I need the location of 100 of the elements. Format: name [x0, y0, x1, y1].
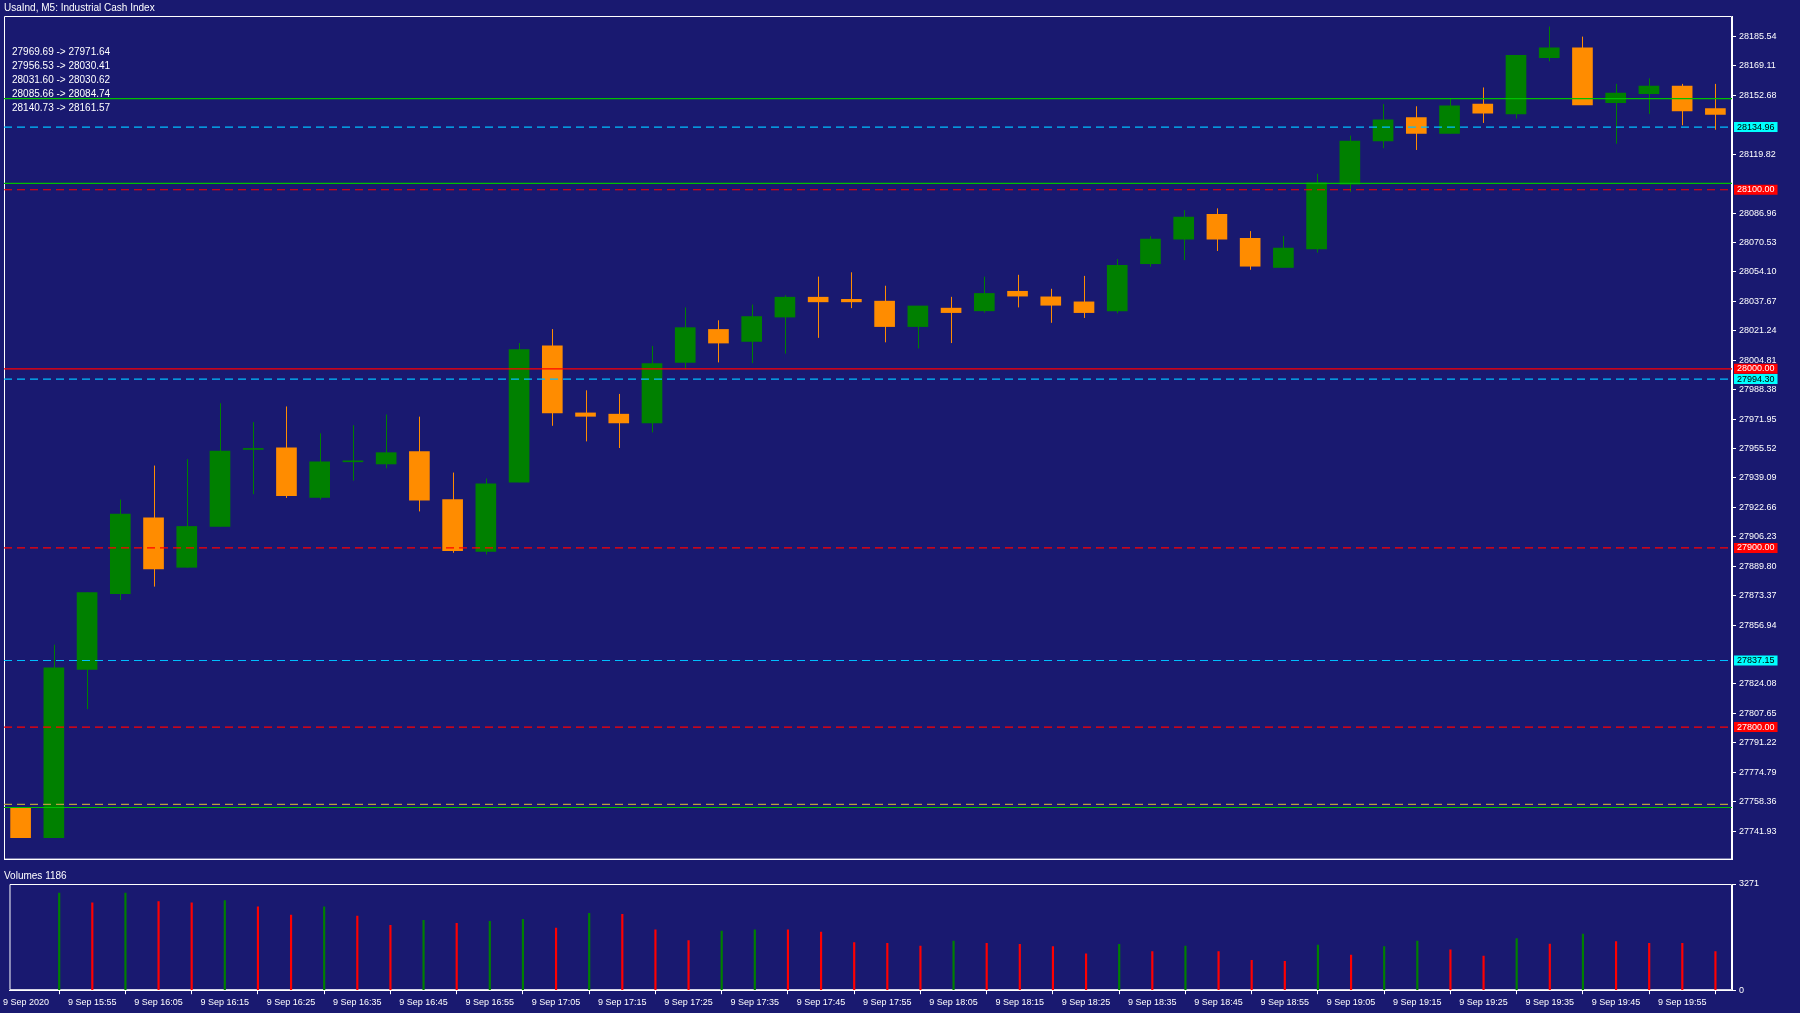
candlestick	[940, 296, 962, 344]
bar	[1449, 949, 1452, 991]
bar	[323, 906, 326, 991]
bar	[588, 912, 591, 991]
chart-title: Volumes 1186	[4, 869, 68, 881]
x-tick-label: 9 Sep 17:15	[598, 997, 647, 1008]
bar	[819, 931, 823, 991]
candlestick	[1638, 77, 1660, 115]
bar	[1316, 944, 1320, 991]
bar	[919, 945, 922, 991]
candlestick	[375, 414, 397, 469]
bar	[190, 902, 193, 991]
y-tick-label: 27758.36	[1739, 796, 1777, 807]
bar	[1018, 944, 1021, 991]
bar	[554, 927, 558, 991]
candlestick	[1073, 275, 1095, 319]
candlestick	[973, 276, 995, 314]
y-tick-label: 28152.68	[1739, 89, 1777, 100]
y-tick-label: 27807.65	[1739, 707, 1777, 718]
bar	[1681, 943, 1684, 991]
bar	[1482, 955, 1485, 991]
candlestick	[342, 424, 364, 482]
bar	[124, 892, 127, 991]
y-tick-label: 27939.09	[1739, 472, 1777, 483]
candlestick	[774, 294, 796, 355]
y-tick-label: 27856.94	[1739, 619, 1777, 630]
x-tick-label: 9 Sep 16:35	[333, 997, 382, 1008]
x-tick-label: 9 Sep 17:25	[664, 997, 713, 1008]
ref-line-label: 28134.96	[1737, 121, 1775, 132]
annotation: 27956.53 -> 28030.41	[12, 59, 111, 71]
x-tick-label: 9 Sep 18:55	[1260, 997, 1310, 1008]
x-tick-label: 9 Sep 18:45	[1194, 997, 1243, 1008]
x-tick-label: 9 Sep 18:25	[1061, 997, 1111, 1008]
x-tick-label: 9 Sep 18:05	[929, 997, 978, 1008]
y-tick-label: 27889.80	[1739, 560, 1777, 571]
y-tick-label: 27906.23	[1739, 531, 1777, 542]
x-tick-label: 9 Sep 15:55	[68, 997, 117, 1008]
y-tick-label: 27988.38	[1739, 384, 1777, 395]
bar	[1151, 951, 1154, 991]
y-tick-label: 27791.22	[1739, 737, 1777, 748]
bar	[1184, 945, 1187, 991]
bar	[952, 940, 955, 991]
bar	[1515, 938, 1518, 991]
x-tick-label: 9 Sep 19:05	[1326, 997, 1376, 1008]
x-tick-label: 9 Sep 2020	[3, 997, 50, 1008]
bar	[720, 930, 723, 991]
x-tick-label: 9 Sep 18:35	[1128, 997, 1177, 1008]
bar	[1217, 951, 1220, 991]
y-tick-label: 27741.93	[1739, 825, 1777, 836]
x-tick-label: 9 Sep 17:35	[730, 997, 780, 1008]
bar	[289, 914, 293, 991]
bar	[621, 913, 624, 991]
annotation: 27969.69 -> 27971.64	[12, 45, 111, 57]
y-tick-label: 28086.96	[1739, 207, 1777, 218]
x-tick-label: 9 Sep 19:25	[1459, 997, 1508, 1008]
y-tick-label: 28185.54	[1739, 31, 1777, 42]
x-tick-label: 9 Sep 16:45	[399, 997, 448, 1008]
bar	[1714, 951, 1717, 991]
bar	[356, 915, 359, 991]
candlestick	[1273, 235, 1294, 268]
x-tick-label: 9 Sep 16:15	[200, 997, 250, 1008]
bar	[223, 900, 226, 991]
bar	[422, 920, 425, 991]
x-tick-label: 9 Sep 17:45	[796, 997, 846, 1008]
candlestick	[1605, 83, 1627, 145]
ref-line-label: 27837.15	[1737, 655, 1775, 666]
ref-line-label: 27900.00	[1737, 542, 1775, 553]
y-tick-label: 28070.53	[1739, 237, 1777, 247]
bar	[1051, 946, 1055, 991]
bar	[1250, 960, 1253, 991]
candlestick	[1173, 209, 1195, 261]
y-tick-label: 27873.37	[1739, 590, 1777, 601]
y-tick-label: 3271	[1739, 878, 1760, 889]
y-tick-label: 27955.52	[1739, 443, 1777, 453]
bar	[886, 943, 889, 991]
candlestick	[1007, 274, 1028, 308]
annotation: 28031.60 -> 28030.62	[12, 73, 111, 85]
bar	[91, 902, 94, 991]
x-tick-label: 9 Sep 19:15	[1393, 997, 1442, 1008]
x-tick-label: 9 Sep 16:55	[465, 997, 515, 1008]
bar	[1548, 943, 1551, 991]
y-tick-label: 0	[1739, 984, 1745, 995]
candlestick	[1040, 288, 1062, 324]
bar	[654, 929, 657, 991]
candlestick	[1472, 86, 1494, 124]
bar	[853, 942, 856, 991]
candlestick	[1405, 105, 1427, 151]
bar	[985, 943, 988, 991]
y-tick-label: 27922.66	[1739, 501, 1777, 512]
bar	[687, 940, 690, 991]
y-tick-label: 27774.79	[1739, 766, 1777, 777]
x-tick-label: 9 Sep 16:05	[134, 997, 183, 1008]
x-tick-label: 9 Sep 19:45	[1591, 997, 1641, 1008]
candlestick	[708, 319, 729, 363]
bar	[1581, 933, 1585, 991]
bar	[753, 929, 756, 991]
y-tick-label: 27971.95	[1739, 413, 1777, 424]
bar	[1283, 960, 1286, 991]
y-tick-label: 28021.24	[1739, 325, 1777, 336]
y-tick-label: 28054.10	[1739, 266, 1777, 277]
